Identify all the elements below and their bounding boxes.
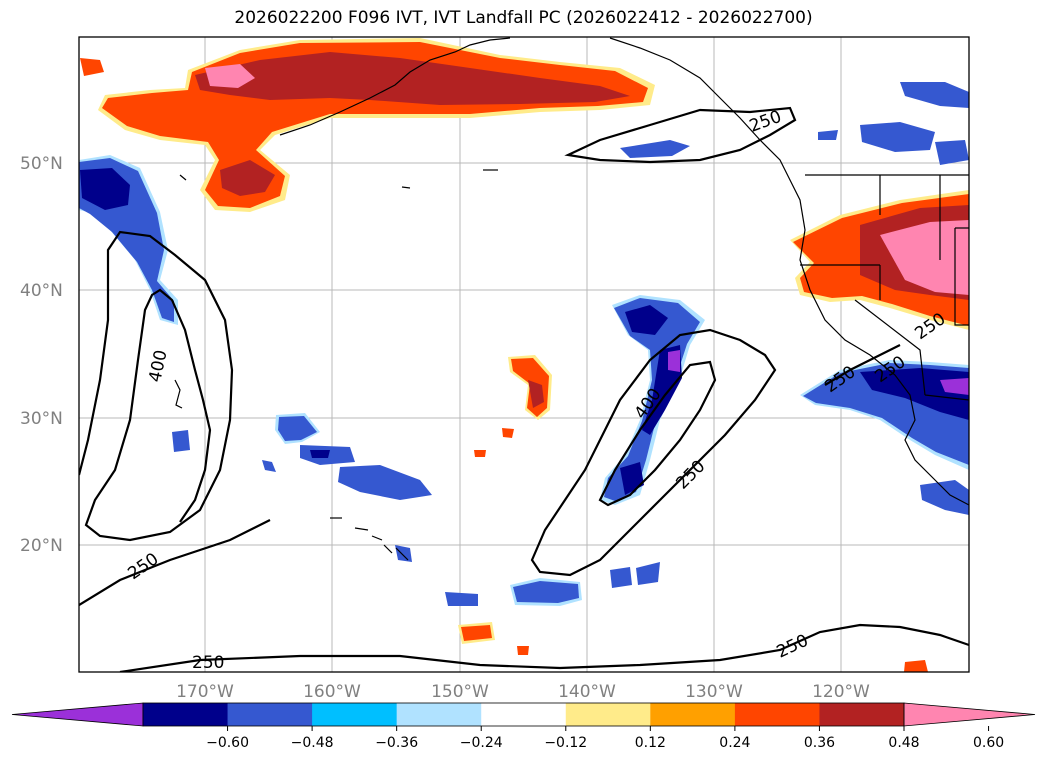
colorbar-outline — [142, 702, 905, 727]
colorbar-segment — [396, 703, 482, 726]
colorbar-tick-label: −0.48 — [291, 735, 334, 751]
colorbar-extend-min — [11, 702, 144, 727]
map-frame — [78, 36, 970, 673]
negative-ivt-regions — [79, 82, 969, 606]
colorbar-segment — [565, 703, 651, 726]
colorbar-tick-label: −0.24 — [460, 735, 503, 751]
colorbar-segment — [819, 703, 905, 726]
colorbar-segment — [734, 703, 820, 726]
colorbar-tick-label: 0.12 — [635, 735, 666, 751]
contour-label: 250 — [672, 456, 709, 493]
lat-label: 30°N — [20, 409, 63, 429]
contour-label: 250 — [192, 653, 224, 673]
map-content — [79, 37, 969, 672]
latitude-labels: 50°N 40°N 30°N 20°N — [20, 154, 63, 556]
lon-label: 130°W — [685, 682, 743, 702]
lat-label: 40°N — [20, 281, 63, 301]
colorbar-segment — [143, 703, 229, 726]
contour-label: 250 — [124, 549, 162, 584]
lon-label: 150°W — [431, 682, 489, 702]
colorbar-segment — [650, 703, 736, 726]
lon-label: 140°W — [558, 682, 616, 702]
colorbar-tick-label: −0.60 — [206, 735, 249, 751]
lon-label: 170°W — [176, 682, 234, 702]
ivt-contours — [79, 106, 969, 672]
colorbar-extend-max — [903, 702, 1036, 727]
contour-label: 250 — [774, 631, 812, 663]
colorbar: −0.60 −0.48 −0.36 −0.24 −0.12 0.12 0.24 0.36 0.4… — [11, 702, 1036, 751]
colorbar-tick-label: 0.24 — [719, 735, 750, 751]
contour-label: 400 — [145, 348, 171, 384]
map-title: 2026022200 F096 IVT, IVT Landfall PC (20… — [234, 8, 813, 28]
colorbar-tick-label: 0.36 — [804, 735, 835, 751]
colorbar-tick-label: 0.48 — [888, 735, 919, 751]
lat-label: 50°N — [20, 154, 63, 174]
lat-label: 20°N — [20, 536, 63, 556]
lon-label: 160°W — [303, 682, 361, 702]
colorbar-tick-label: −0.36 — [375, 735, 418, 751]
colorbar-segment — [481, 703, 567, 726]
coastlines — [174, 37, 969, 561]
colorbar-tick-label: 0.60 — [973, 735, 1004, 751]
colorbar-tick-label: −0.12 — [544, 735, 587, 751]
longitude-labels: 170°W 160°W 150°W 140°W 130°W 120°W — [176, 682, 870, 702]
lon-label: 120°W — [812, 682, 870, 702]
colorbar-segment — [227, 703, 313, 726]
positive-ivt-regions — [80, 38, 969, 672]
colorbar-segment — [312, 703, 398, 726]
